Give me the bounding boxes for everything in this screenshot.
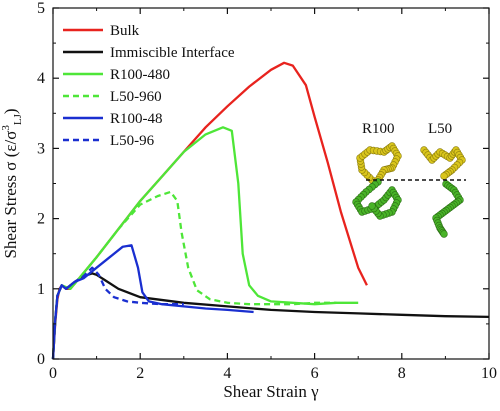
axes-layer: 0 2 4 6 8 10 0 1 2 3 4 5 xyxy=(37,0,497,382)
series-line-0 xyxy=(51,61,368,360)
legend-label: Immiscible Interface xyxy=(110,45,235,61)
x-tick-label: 10 xyxy=(481,365,497,382)
polymer-bead xyxy=(440,230,448,238)
series-line-4 xyxy=(51,244,254,360)
legend-label: L50-960 xyxy=(110,89,162,105)
polymer-bead xyxy=(440,172,448,180)
polymer-inset-illustration xyxy=(352,142,466,238)
y-tick-label: 3 xyxy=(37,140,45,157)
legend-label: L50-96 xyxy=(110,133,155,149)
series-line-1 xyxy=(51,272,490,360)
x-tick-label: 6 xyxy=(311,365,319,382)
y-axis-title-close: ) xyxy=(1,108,20,114)
inset-label-r100: R100 xyxy=(362,121,395,137)
y-axis-title-main: Shear Stress σ (ε/σ xyxy=(1,131,20,259)
legend-label: R100-480 xyxy=(110,67,170,83)
x-tick-label: 2 xyxy=(136,365,144,382)
x-tick-label: 8 xyxy=(398,365,406,382)
series-layer xyxy=(51,61,490,360)
y-tick-label: 4 xyxy=(37,70,45,87)
x-tick-label: 0 xyxy=(49,365,57,382)
x-axis-title: Shear Strain γ xyxy=(223,382,319,401)
legend: Bulk Immiscible Interface R100-480 L50-960 R… xyxy=(63,23,235,149)
y-tick-label: 5 xyxy=(37,0,45,17)
series-line-5 xyxy=(51,266,184,360)
y-tick-label: 2 xyxy=(37,211,45,228)
series-line-3 xyxy=(51,190,337,360)
x-tick-label: 4 xyxy=(223,365,231,382)
y-tick-label: 1 xyxy=(37,281,45,298)
legend-label: Bulk xyxy=(110,23,140,39)
inset-label-l50: L50 xyxy=(428,121,452,137)
series-line-2 xyxy=(51,126,359,360)
polymer-bead xyxy=(368,202,376,210)
y-axis-title-sup: 3 xyxy=(0,125,12,131)
legend-label: R100-48 xyxy=(110,111,163,127)
y-axis-title-sub: LJ xyxy=(12,113,24,125)
y-tick-label: 0 xyxy=(37,351,45,368)
y-axis-title: Shear Stress σ (ε/σ3LJ) xyxy=(0,108,24,258)
